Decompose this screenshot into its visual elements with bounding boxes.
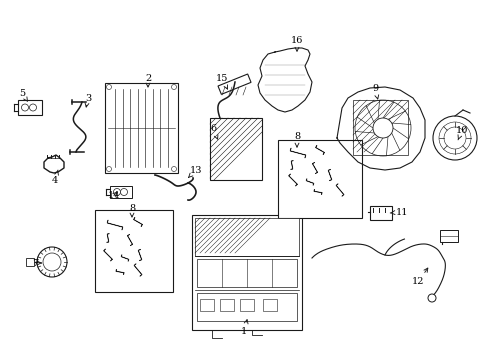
Circle shape [29,104,37,111]
Polygon shape [134,264,142,276]
Polygon shape [258,48,311,112]
Bar [220,299,234,311]
Text: 13: 13 [188,166,202,177]
Polygon shape [103,249,112,261]
Circle shape [372,118,392,138]
Text: 15: 15 [215,73,228,89]
Circle shape [43,253,61,271]
Circle shape [106,85,111,90]
Polygon shape [315,145,324,155]
Text: 5: 5 [19,89,27,101]
Bar [18,100,42,115]
Text: 14: 14 [107,190,120,199]
Polygon shape [288,174,297,186]
Text: 4: 4 [52,170,59,185]
Circle shape [171,85,176,90]
Text: 12: 12 [411,268,427,287]
Bar [195,218,298,256]
Bar [110,186,132,198]
Text: 2: 2 [144,73,151,87]
Polygon shape [106,234,109,242]
Text: 8: 8 [129,203,135,217]
Polygon shape [290,161,293,169]
Bar [192,215,302,330]
Bar [218,74,250,94]
Text: 16: 16 [290,36,303,51]
Circle shape [432,116,476,160]
Text: 3: 3 [85,94,91,107]
Text: 7: 7 [32,258,41,267]
Circle shape [171,166,176,171]
Polygon shape [127,234,132,246]
Polygon shape [138,249,142,261]
Circle shape [21,104,28,111]
Text: 9: 9 [371,84,378,99]
Text: 11: 11 [389,207,407,216]
Bar [369,206,391,220]
Bar [278,140,361,218]
Text: 10: 10 [455,126,467,140]
Polygon shape [312,162,317,174]
Bar [197,259,296,287]
Polygon shape [305,179,313,185]
Polygon shape [313,189,321,195]
Circle shape [427,294,435,302]
Bar [197,293,296,321]
Circle shape [106,166,111,171]
Bar [439,230,457,242]
Bar [263,299,276,311]
Bar [209,118,262,180]
Bar [105,83,178,173]
Circle shape [37,247,67,277]
Bar [200,299,214,311]
Polygon shape [116,269,123,275]
Polygon shape [290,148,305,158]
Polygon shape [327,170,331,181]
Bar [352,100,407,155]
Polygon shape [121,255,128,261]
Circle shape [113,189,120,195]
Text: 8: 8 [293,131,300,147]
Polygon shape [133,217,142,227]
Bar [26,258,34,266]
Circle shape [120,189,127,195]
Text: 6: 6 [209,123,218,139]
Polygon shape [107,220,122,230]
Polygon shape [336,87,424,170]
Bar [240,299,253,311]
Text: 1: 1 [241,320,247,337]
Polygon shape [335,184,343,196]
Bar [95,210,173,292]
